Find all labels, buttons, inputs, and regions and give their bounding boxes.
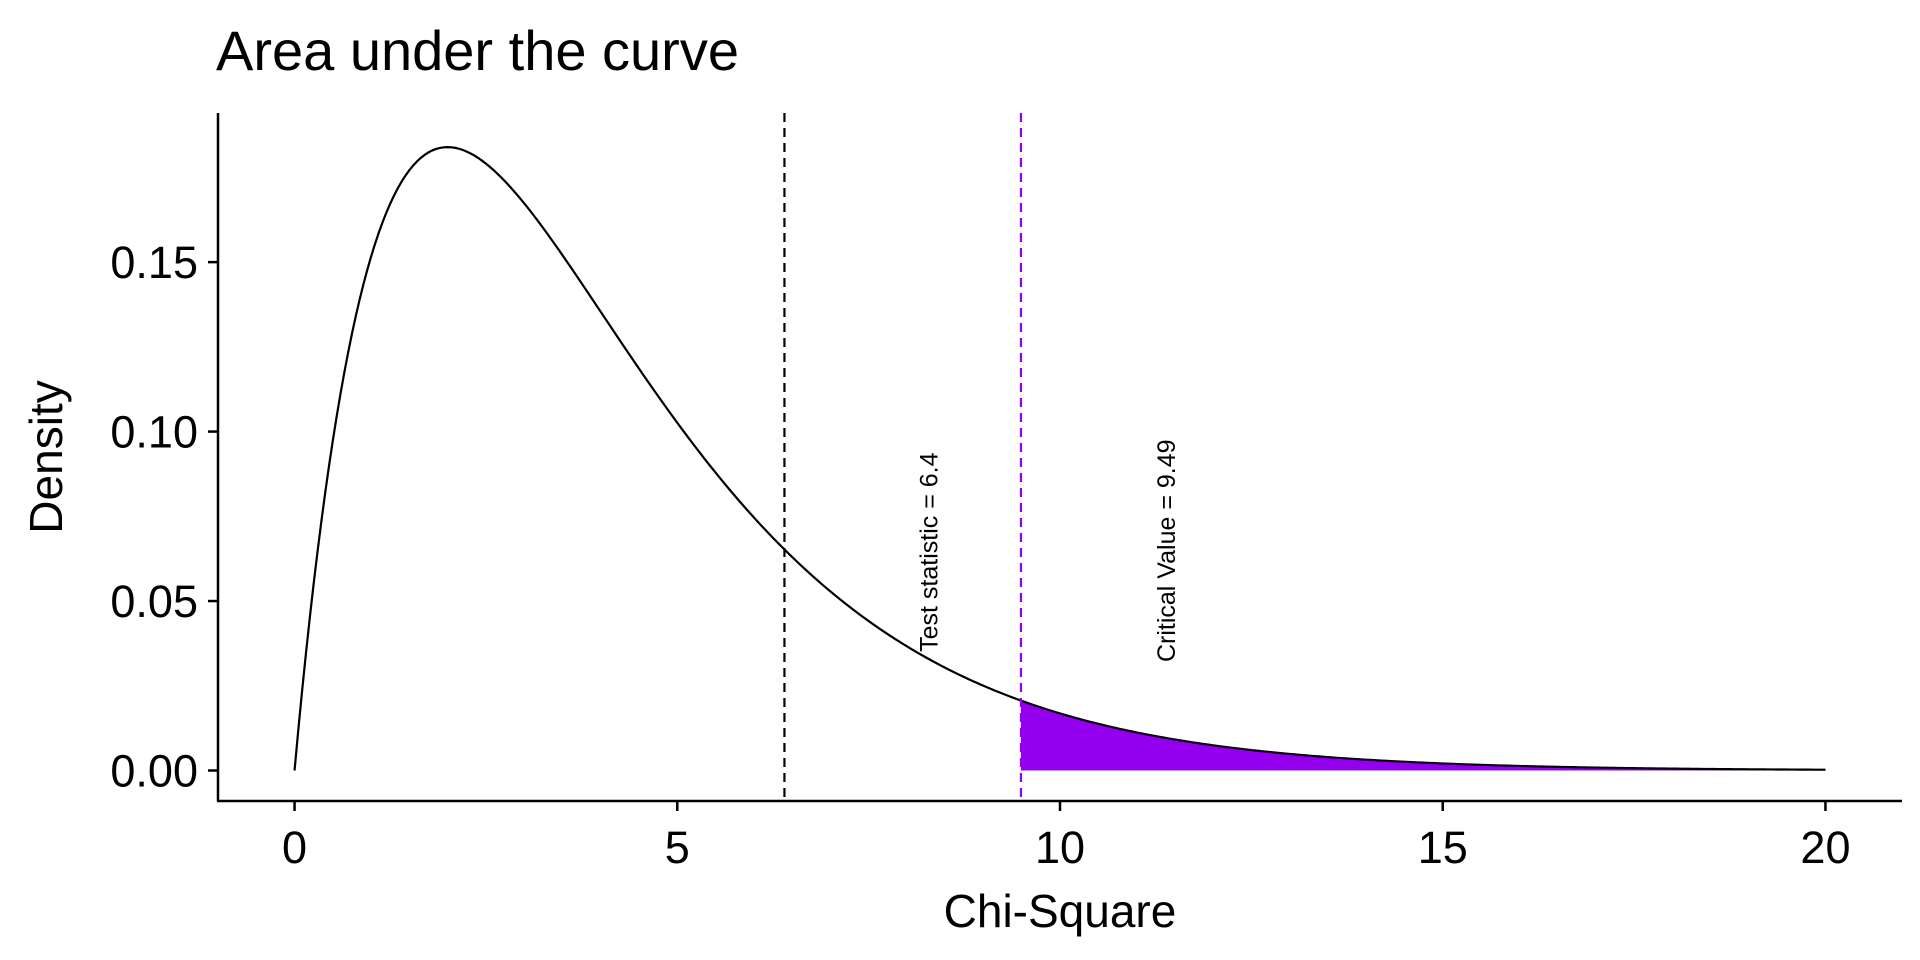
x-axis-title: Chi-Square <box>944 885 1177 937</box>
shaded-rejection-region <box>1020 700 1826 771</box>
x-tick-label: 20 <box>1800 822 1850 873</box>
x-tick-label: 5 <box>665 822 690 873</box>
axes-layer <box>216 113 1902 803</box>
density-curve <box>293 145 1826 771</box>
chart-title: Area under the curve <box>216 19 739 82</box>
shaded-area-layer <box>1020 700 1826 771</box>
x-tick-label: 0 <box>282 822 307 873</box>
y-tick-label: 0.10 <box>110 407 198 458</box>
critical-value-label: Critical Value = 9.49 <box>1153 439 1181 662</box>
y-tick-label: 0.00 <box>110 745 198 796</box>
y-tick-label: 0.15 <box>110 237 198 288</box>
test-statistic-label: Test statistic = 6.4 <box>916 452 944 651</box>
annotations-layer: Test statistic = 6.4 Critical Value = 9.4… <box>916 439 1181 662</box>
density-curve-layer <box>293 145 1826 771</box>
x-tick-label: 10 <box>1035 822 1085 873</box>
y-axis-title: Density <box>20 380 72 533</box>
x-tick-label: 15 <box>1418 822 1468 873</box>
reference-lines-layer <box>783 113 1023 801</box>
y-tick-label: 0.05 <box>110 576 198 627</box>
ticks-layer: 0 5 10 15 20 0.00 0.05 0.10 0.15 <box>110 237 1850 873</box>
